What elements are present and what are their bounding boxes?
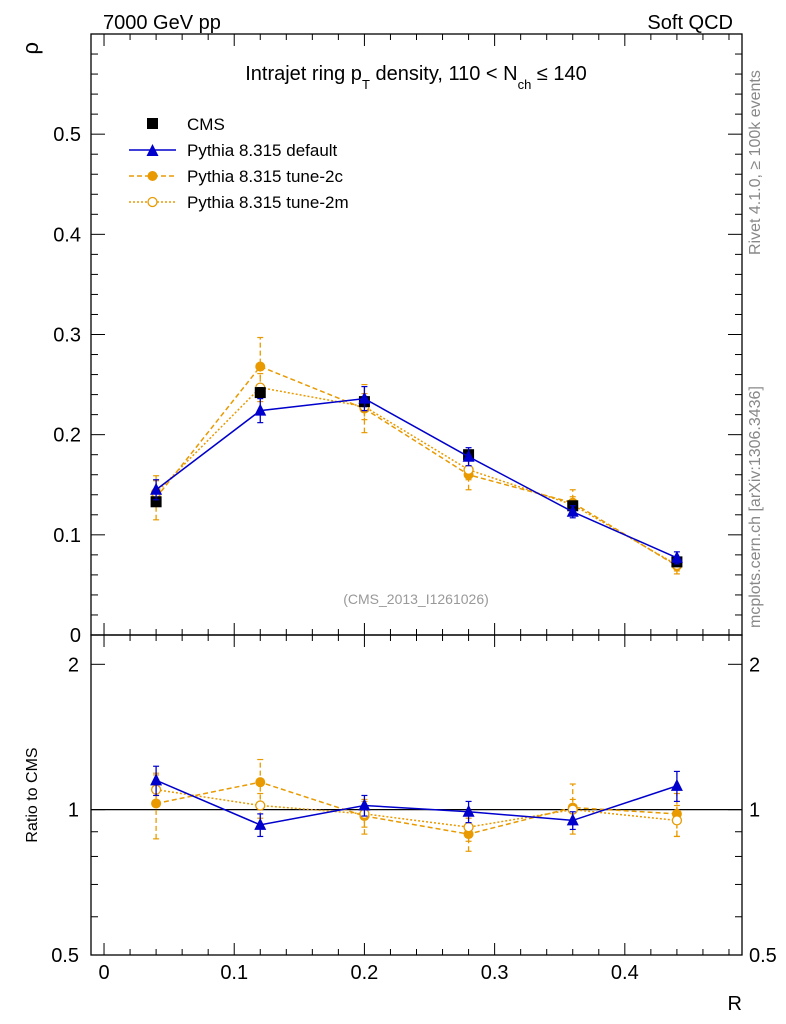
ratio-y-tick-label-right: 1 xyxy=(749,800,760,822)
main-line-pythia-8-315-tune-2m xyxy=(155,386,678,566)
ratio-point-pythia-8-315-tune-2m xyxy=(463,821,474,833)
main-line-pythia-8-315-default xyxy=(155,397,678,559)
main-y-tick-label: 0.5 xyxy=(53,124,81,146)
legend-item-cms: CMS xyxy=(147,115,225,134)
chart-title: Intrajet ring pT density, 110 < Nch ≤ 14… xyxy=(245,63,587,92)
main-y-tick-label: 0.3 xyxy=(53,325,81,347)
ratio-point-pythia-8-315-tune-2m xyxy=(255,800,266,811)
main-point-pythia-8-315-tune-2c xyxy=(255,361,266,372)
main-y-tick-label: 0.1 xyxy=(53,525,81,547)
main-point-pythia-8-315-default xyxy=(254,403,267,416)
legend-label-tune2c: Pythia 8.315 tune-2c xyxy=(187,167,343,186)
main-point-pythia-8-315-default xyxy=(462,449,475,462)
x-tick-label: 0.2 xyxy=(351,962,379,984)
legend-label-default: Pythia 8.315 default xyxy=(187,141,338,160)
ratio-point-pythia-8-315-default xyxy=(358,798,371,811)
header-right: Soft QCD xyxy=(647,12,733,34)
x-axis-label: R xyxy=(728,993,742,1015)
ratio-y-tick-label: 2 xyxy=(68,654,79,676)
ratio-point-pythia-8-315-tune-2m xyxy=(671,815,683,826)
x-tick-label: 0 xyxy=(98,962,109,984)
legend: CMS Pythia 8.315 default Pythia 8.315 tu… xyxy=(129,115,349,212)
x-tick-label: 0.1 xyxy=(220,962,248,984)
ratio-point-pythia-8-315-default xyxy=(254,817,267,830)
legend-item-tune2c: Pythia 8.315 tune-2c xyxy=(129,167,343,186)
legend-label-cms: CMS xyxy=(187,115,225,134)
header-left: 7000 GeV pp xyxy=(103,12,221,34)
main-y-axis-label: ρ xyxy=(18,42,43,55)
legend-item-tune2m: Pythia 8.315 tune-2m xyxy=(129,193,349,212)
rivet-label: Rivet 4.1.0, ≥ 100k events xyxy=(747,70,764,255)
ratio-point-pythia-8-315-tune-2c xyxy=(255,777,266,788)
analysis-id: (CMS_2013_I1261026) xyxy=(343,591,489,607)
legend-label-tune2m: Pythia 8.315 tune-2m xyxy=(187,193,349,212)
x-tick-label: 0.3 xyxy=(481,962,509,984)
ratio-line-pythia-8-315-default xyxy=(155,779,678,826)
mcplots-label: mcplots.cern.ch [arXiv:1306.3436] xyxy=(747,386,764,628)
ratio-line-pythia-8-315-tune-2c xyxy=(155,781,677,835)
ratio-y-tick-label-right: 0.5 xyxy=(749,945,777,967)
ratio-panel: 0 0.1 0.2 0.3 0.4 0.5 0.5 1 1 2 2 xyxy=(51,634,777,984)
main-point-pythia-8-315-default xyxy=(566,504,579,517)
ratio-point-pythia-8-315-default xyxy=(566,813,579,826)
main-y-tick-label: 0.4 xyxy=(53,224,81,246)
main-point-cms xyxy=(150,496,162,508)
main-point-pythia-8-315-default xyxy=(150,482,163,495)
ratio-point-pythia-8-315-default xyxy=(150,773,163,786)
ratio-y-tick-label: 0.5 xyxy=(51,945,79,967)
main-y-tick-label: 0 xyxy=(70,625,81,647)
main-point-pythia-8-315-default xyxy=(670,550,683,563)
main-point-cms xyxy=(254,387,266,399)
main-panel: 0 0.1 0.2 0.3 0.4 0.5 xyxy=(53,33,743,647)
main-y-tick-label: 0.2 xyxy=(53,425,81,447)
ratio-y-tick-label: 1 xyxy=(68,800,79,822)
ratio-point-pythia-8-315-default xyxy=(462,804,475,817)
legend-item-default: Pythia 8.315 default xyxy=(129,141,338,160)
ratio-line-pythia-8-315-tune-2m xyxy=(155,788,677,828)
ratio-y-tick-label-right: 2 xyxy=(749,654,760,676)
x-tick-label: 0.4 xyxy=(611,962,639,984)
main-line-pythia-8-315-tune-2c xyxy=(155,365,678,567)
ratio-y-axis-label: Ratio to CMS xyxy=(24,747,41,842)
ratio-point-pythia-8-315-default xyxy=(670,778,683,791)
main-point-pythia-8-315-tune-2m xyxy=(463,464,474,475)
main-point-pythia-8-315-default xyxy=(358,391,371,404)
